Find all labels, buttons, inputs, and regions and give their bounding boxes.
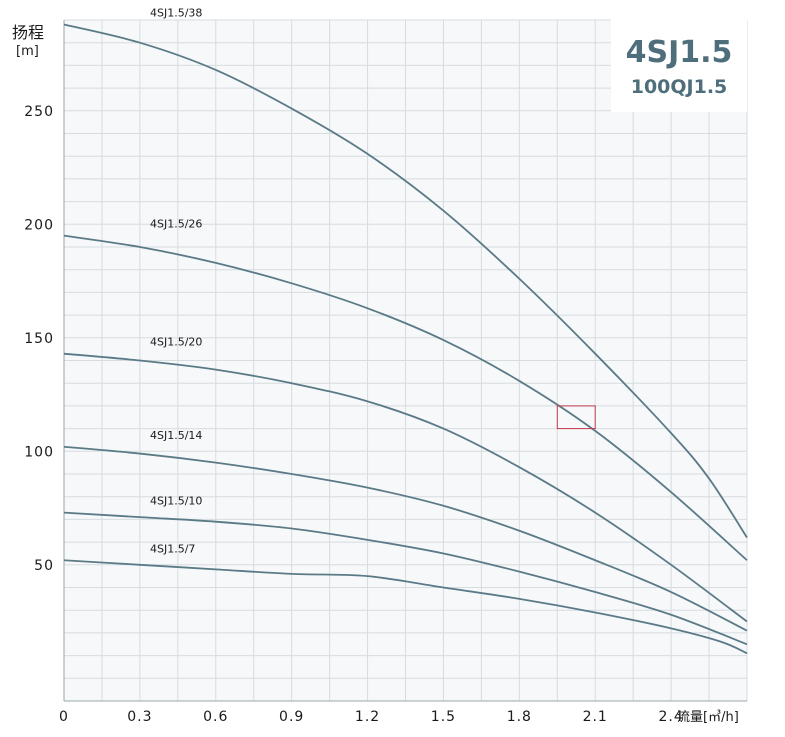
x-axis-title: 流量[㎥/h] [677,710,739,725]
x-tick-label: 0.9 [279,709,304,725]
y-tick-label: 250 [24,104,54,120]
title-box [611,16,747,112]
y-tick-label: 50 [34,558,54,574]
y-tick-label: 100 [24,444,54,460]
chart-subtitle: 100QJ1.5 [631,76,728,98]
series-line [63,559,748,655]
series-label: 4SJ1.5/14 [150,429,202,442]
chart-title: 4SJ1.5 [626,35,733,70]
y-tick-label: 150 [24,331,54,347]
series-label: 4SJ1.5/7 [150,542,195,555]
tick-labels: 0 0.3 0.6 0.9 1.2 1.5 1.8 2.1 2.4 50 100 150 200 250 [24,104,683,725]
axes [63,20,747,702]
series-lines [63,23,748,655]
x-tick-label: 0.3 [127,709,152,725]
x-tick-label: 0.6 [203,709,228,725]
x-tick-label: 2.1 [583,709,608,725]
series-line [63,511,748,646]
y-axis-title: 扬程 [12,23,44,42]
series-label: 4SJ1.5/10 [150,495,202,508]
series-line [63,234,748,561]
series-label: 4SJ1.5/20 [150,336,202,349]
series-labels: 4SJ1.5/38 4SJ1.5/26 4SJ1.5/20 4SJ1.5/14 4SJ1… [150,7,202,556]
y-axis-unit: [m] [16,44,39,59]
x-tick-label: 1.5 [431,709,456,725]
x-tick-label: 2.4 [658,709,683,725]
series-line [63,23,748,539]
x-tick-label: 0 [59,709,69,725]
series-line [63,352,748,623]
y-tick-label: 200 [24,217,54,233]
series-line [63,445,748,632]
highlight-box [556,405,596,430]
series-label: 4SJ1.5/38 [150,7,202,20]
x-tick-label: 1.2 [355,709,380,725]
series-label: 4SJ1.5/26 [150,218,202,231]
x-tick-label: 1.8 [507,709,532,725]
